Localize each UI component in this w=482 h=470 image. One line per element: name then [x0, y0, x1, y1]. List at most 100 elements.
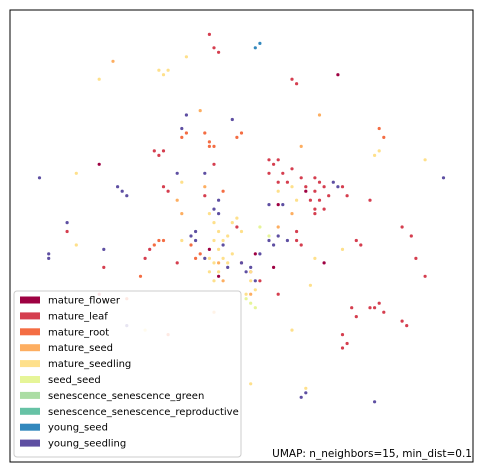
point-young-seedling-31 — [331, 180, 335, 184]
point-mature-seedling-36 — [373, 153, 377, 157]
point-mature-leaf-19 — [313, 189, 317, 193]
legend-swatch-seed-seed — [20, 376, 40, 383]
point-mature-root-0 — [203, 131, 207, 135]
point-mature-seedling-42 — [308, 283, 312, 287]
legend-swatch-senescence-senescence-reproductive — [20, 407, 40, 415]
point-mature-leaf-30 — [313, 212, 317, 216]
point-mature-seedling-28 — [239, 229, 244, 234]
legend-swatch-mature-leaf — [20, 312, 40, 320]
legend-label-young-seedling: young_seedling — [48, 439, 126, 450]
point-mature-leaf-64 — [235, 225, 239, 229]
point-mature-leaf-57 — [212, 162, 216, 166]
point-mature-root-6 — [235, 135, 239, 139]
legend-swatch-young-seed — [20, 423, 40, 431]
legend-label-mature-flower: mature_flower — [48, 296, 121, 307]
point-young-seedling-4 — [120, 189, 124, 193]
legend: mature_flower mature_leaf mature_rootmatur… — [13, 290, 242, 458]
legend-swatch-senescence-senescence-green — [20, 391, 40, 399]
legend-box — [13, 290, 242, 458]
point-young-seedling-27 — [217, 198, 221, 202]
point-seed-seed-3 — [244, 297, 248, 301]
point-mature-leaf-0 — [207, 32, 211, 37]
point-mature-leaf-51 — [295, 82, 299, 86]
point-young-seedling-26 — [203, 171, 207, 175]
legend-label-mature-root: mature_root — [48, 327, 109, 338]
legend-swatch-mature-seed — [20, 344, 40, 352]
point-young-seedling-18 — [244, 270, 248, 274]
point-mature-root-14 — [382, 135, 386, 139]
point-mature-seedling-17 — [221, 256, 225, 260]
point-young-seedling-0 — [184, 113, 188, 117]
point-mature-seedling-40 — [304, 386, 308, 390]
point-mature-seedling-2 — [166, 68, 170, 72]
point-mature-leaf-8 — [166, 189, 170, 193]
legend-label-senescence-senescence-reproductive: senescence_senescence_reproductive — [48, 407, 239, 418]
point-mature-leaf-11 — [276, 158, 280, 162]
point-mature-seed-7 — [249, 292, 253, 296]
point-mature-leaf-17 — [299, 176, 303, 180]
point-mature-flower-6 — [217, 274, 221, 278]
point-mature-seedling-14 — [217, 247, 221, 251]
legend-label-mature-seed: mature_seed — [48, 343, 113, 354]
point-mature-flower-5 — [207, 247, 211, 251]
legend-label-mature-leaf: mature_leaf — [48, 311, 108, 322]
point-mature-root-12 — [198, 252, 202, 256]
point-young-seedling-23 — [276, 234, 280, 238]
umap-params-annotation: UMAP: n_neighbors=15, min_dist=0.1 — [272, 448, 472, 460]
point-mature-leaf-47 — [405, 324, 409, 328]
point-mature-leaf-39 — [414, 256, 418, 260]
point-mature-leaf-5 — [157, 153, 161, 157]
point-mature-leaf-14 — [276, 180, 280, 184]
point-mature-seedling-32 — [244, 292, 248, 296]
point-young-seedling-33 — [441, 176, 446, 180]
point-mature-leaf-12 — [267, 171, 271, 175]
point-mature-root-1 — [207, 140, 211, 144]
point-mature-seedling-37 — [377, 149, 381, 153]
point-mature-seedling-24 — [207, 270, 211, 274]
point-mature-leaf-40 — [350, 306, 354, 310]
scatter-points-layer — [37, 32, 446, 404]
point-mature-root-5 — [180, 135, 184, 139]
point-mature-seedling-5 — [74, 171, 78, 175]
point-young-seedling-7 — [47, 256, 51, 260]
point-mature-leaf-2 — [217, 50, 221, 54]
point-mature-seedling-31 — [249, 279, 253, 283]
point-seed-seed-1 — [258, 225, 262, 229]
point-mature-seedling-27 — [230, 221, 234, 225]
point-young-seedling-19 — [249, 265, 253, 269]
point-young-seedling-15 — [221, 243, 225, 247]
point-mature-seed-1 — [175, 198, 179, 202]
point-mature-seed-4 — [276, 225, 280, 229]
legend-label-senescence-senescence-green: senescence_senescence_green — [48, 391, 204, 402]
point-mature-seed-0 — [111, 59, 115, 63]
point-mature-leaf-54 — [258, 279, 262, 283]
point-mature-leaf-45 — [382, 310, 386, 314]
point-young-seedling-34 — [304, 391, 308, 395]
point-mature-leaf-61 — [423, 274, 427, 278]
plot-area-frame — [9, 9, 474, 463]
point-mature-seedling-38 — [423, 158, 427, 162]
point-young-seedling-8 — [47, 252, 51, 256]
point-mature-leaf-34 — [354, 238, 358, 243]
point-mature-leaf-58 — [102, 265, 106, 269]
point-young-seedling-29 — [267, 203, 271, 207]
point-mature-seedling-29 — [249, 270, 253, 274]
point-mature-leaf-55 — [148, 247, 152, 251]
legend-label-young-seed: young_seed — [48, 423, 108, 434]
point-mature-root-10 — [161, 238, 166, 243]
point-mature-seedling-8 — [290, 185, 294, 189]
point-mature-leaf-43 — [373, 306, 377, 310]
point-mature-leaf-25 — [327, 194, 331, 198]
point-mature-leaf-41 — [354, 315, 358, 319]
point-mature-leaf-20 — [313, 176, 317, 180]
point-mature-leaf-44 — [377, 301, 381, 305]
point-mature-leaf-33 — [295, 229, 299, 234]
point-mature-seedling-3 — [97, 77, 101, 81]
point-young-seedling-6 — [37, 176, 42, 180]
point-mature-root-7 — [239, 131, 244, 135]
point-mature-leaf-56 — [143, 256, 147, 260]
point-mature-flower-3 — [276, 203, 280, 207]
point-young-seedling-1 — [180, 126, 184, 131]
point-mature-leaf-29 — [345, 194, 349, 198]
